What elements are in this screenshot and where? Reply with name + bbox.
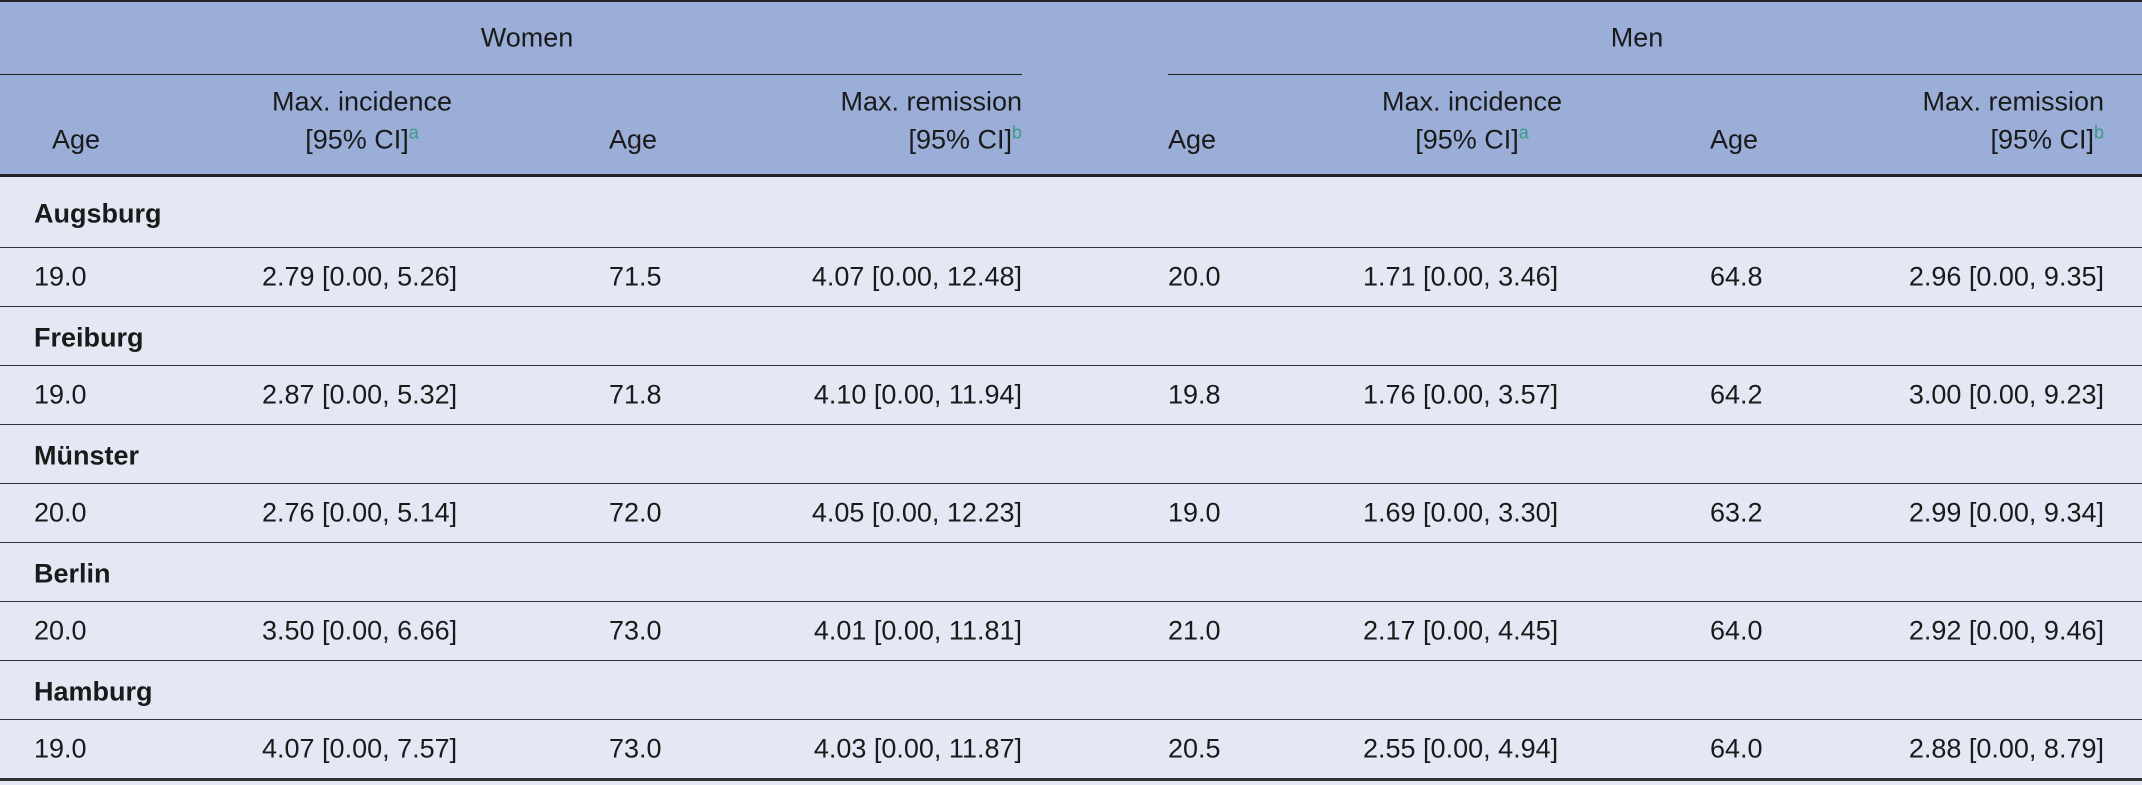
cell: 20.0: [34, 615, 87, 646]
cell: 2.87 [0.00, 5.32]: [262, 379, 458, 410]
cell: 2.55 [0.00, 4.94]: [1363, 733, 1559, 764]
column-header-text: [95% CI]: [305, 124, 409, 155]
group-header: Women: [480, 22, 574, 53]
column-header: [95% CI]b: [1990, 124, 2104, 155]
cell: 64.0: [1710, 615, 1763, 646]
column-header-text: Age: [609, 124, 658, 155]
cell: 4.03 [0.00, 11.87]: [813, 733, 1022, 764]
cell: 19.0: [1168, 497, 1221, 528]
column-header-text: Age: [1168, 124, 1217, 155]
section-label: Hamburg: [34, 676, 153, 706]
row-rule: [0, 424, 2142, 425]
cell: 73.0: [609, 615, 662, 646]
footnote-marker: b: [1011, 122, 1022, 143]
cell: 63.2: [1710, 497, 1763, 528]
section-label: Freiburg: [34, 322, 144, 352]
column-header: Max. remission: [1922, 86, 2104, 117]
cell: 4.07 [0.00, 12.48]: [811, 261, 1022, 292]
column-header: Age: [609, 124, 658, 155]
column-header: Max. remission: [840, 86, 1022, 117]
column-header-text: [95% CI]: [908, 124, 1012, 155]
row-rule: [0, 247, 2142, 248]
cell: 4.01 [0.00, 11.81]: [813, 615, 1022, 646]
row-rule: [0, 601, 2142, 602]
header-rule: [0, 174, 2142, 177]
cell: 71.8: [609, 379, 662, 410]
header-band: [0, 0, 2142, 177]
cell: 19.0: [34, 733, 87, 764]
cell: 4.10 [0.00, 11.94]: [813, 379, 1022, 410]
cell: 3.00 [0.00, 9.23]: [1908, 379, 2104, 410]
column-header-text: Age: [1710, 124, 1759, 155]
row-rule: [0, 778, 2142, 781]
column-header: Age: [1168, 124, 1217, 155]
cell: 2.17 [0.00, 4.45]: [1363, 615, 1559, 646]
column-header: Max. incidence: [1381, 86, 1563, 117]
cell: 4.07 [0.00, 7.57]: [262, 733, 458, 764]
cell: 2.88 [0.00, 8.79]: [1908, 733, 2104, 764]
column-header-text: Max. remission: [1922, 86, 2104, 117]
cell: 21.0: [1168, 615, 1221, 646]
column-header: Max. incidence: [271, 86, 453, 117]
cell: 3.50 [0.00, 6.66]: [262, 615, 458, 646]
cell: 64.2: [1710, 379, 1763, 410]
cell: 19.8: [1168, 379, 1221, 410]
column-header: [95% CI]a: [1415, 124, 1529, 155]
cell: 2.79 [0.00, 5.26]: [262, 261, 458, 292]
column-header-text: [95% CI]: [1990, 124, 2094, 155]
row-rule: [0, 306, 2142, 307]
footnote-marker: a: [408, 122, 419, 143]
row-rule: [0, 365, 2142, 366]
cell: 2.76 [0.00, 5.14]: [262, 497, 458, 528]
cell: 2.96 [0.00, 9.35]: [1908, 261, 2104, 292]
cell: 73.0: [609, 733, 662, 764]
row-rule: [0, 483, 2142, 484]
group-header: Men: [1610, 22, 1664, 53]
cell: 2.99 [0.00, 9.34]: [1908, 497, 2104, 528]
row-rule: [0, 542, 2142, 543]
group-rule: [1168, 74, 2142, 75]
footnote-marker: b: [2093, 122, 2104, 143]
row-rule: [0, 719, 2142, 720]
cell: 20.5: [1168, 733, 1221, 764]
footnote-marker: a: [1518, 122, 1529, 143]
top-rule: [0, 0, 2142, 2]
column-header-text: [95% CI]: [1415, 124, 1519, 155]
section-label: Münster: [34, 440, 140, 470]
group-rule: [0, 74, 1022, 75]
cell: 19.0: [34, 261, 87, 292]
column-header: Age: [52, 124, 101, 155]
cell: 64.8: [1710, 261, 1763, 292]
section-label: Berlin: [34, 558, 111, 588]
column-header: [95% CI]b: [908, 124, 1022, 155]
cell: 1.76 [0.00, 3.57]: [1363, 379, 1559, 410]
cell: 2.92 [0.00, 9.46]: [1908, 615, 2104, 646]
cell: 64.0: [1710, 733, 1763, 764]
cell: 72.0: [609, 497, 662, 528]
column-header-text: Max. incidence: [271, 86, 453, 117]
cell: 20.0: [1168, 261, 1221, 292]
cell: 1.71 [0.00, 3.46]: [1363, 261, 1559, 292]
cell: 71.5: [609, 261, 662, 292]
cell: 19.0: [34, 379, 87, 410]
cell: 20.0: [34, 497, 87, 528]
column-header-text: Max. incidence: [1381, 86, 1563, 117]
column-header: Age: [1710, 124, 1759, 155]
column-header-text: Max. remission: [840, 86, 1022, 117]
cell: 4.05 [0.00, 12.23]: [811, 497, 1022, 528]
row-rule: [0, 660, 2142, 661]
column-header: [95% CI]a: [305, 124, 419, 155]
section-label: Augsburg: [34, 198, 162, 229]
column-header-text: Age: [52, 124, 101, 155]
cell: 1.69 [0.00, 3.30]: [1363, 497, 1559, 528]
